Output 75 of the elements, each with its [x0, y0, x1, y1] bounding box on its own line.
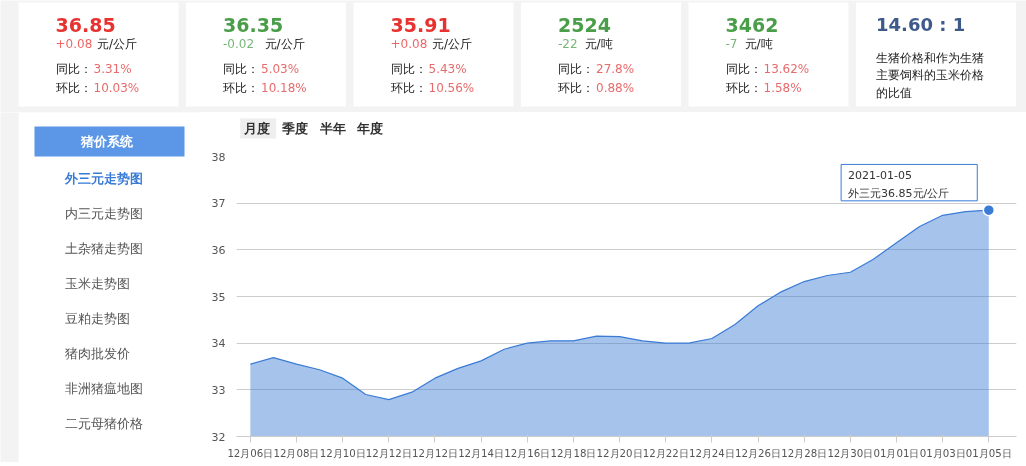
text: 猪价系统	[79, 134, 134, 149]
text: 同比：	[55, 61, 92, 76]
text: 10.56%	[428, 80, 475, 95]
text: 14.60 : 1	[876, 14, 966, 35]
text: 土杂猪走势图	[64, 241, 143, 256]
x-tick-label: 12月22日	[642, 447, 689, 459]
text: +0.08	[55, 37, 93, 51]
y-tick-label: 32	[211, 430, 226, 444]
text: 2524	[558, 13, 611, 36]
text: 月度	[243, 121, 271, 136]
y-tick-label: 34	[211, 337, 226, 351]
text: 10.03%	[93, 80, 140, 95]
x-tick-label: 01月05日	[965, 447, 1012, 459]
x-tick-label: 12月16日	[504, 447, 551, 459]
text: -22	[558, 37, 578, 51]
text: 27.8%	[596, 61, 635, 76]
text: 5.03%	[261, 61, 300, 76]
x-tick-label: 12月12日	[365, 447, 412, 459]
text: 环比：	[223, 80, 259, 95]
text: 13.62%	[763, 61, 810, 76]
text: 1.58%	[763, 80, 802, 95]
x-tick-label: 12月14日	[458, 447, 505, 459]
x-tick-label: 12月08日	[273, 447, 320, 459]
text: -0.02	[223, 37, 255, 51]
x-tick-label: 12月20日	[596, 447, 643, 459]
text: 同比：	[223, 61, 259, 76]
text: 环比：	[390, 80, 427, 95]
text: +0.08	[390, 37, 428, 51]
x-tick-label: 12月10日	[319, 447, 366, 459]
text: 内三元走势图	[64, 206, 143, 221]
y-tick-label: 38	[211, 150, 226, 164]
text: 年度	[356, 121, 384, 136]
annotation: 2021-01-05 外三元36.85元/公斤	[848, 169, 950, 200]
text: 环比：	[55, 80, 92, 95]
text: 生猪价格和作为生猪主要饲料的玉米价格的比值	[876, 50, 984, 100]
text: 豆粕走势图	[64, 311, 130, 326]
text: 外三元走势图	[63, 171, 143, 186]
text: 元/吨	[584, 36, 613, 51]
text: 二元母猪价格	[64, 416, 143, 431]
x-tick-label: 01月03日	[919, 447, 966, 459]
text: 元/吨	[744, 36, 773, 51]
text: 36.35	[223, 13, 284, 36]
x-tick-label: 12月06日	[227, 447, 274, 459]
text: 5.43%	[428, 61, 467, 76]
text: 同比：	[390, 61, 427, 76]
x-tick-label: 12月26日	[735, 447, 782, 459]
text: 元/公斤	[97, 36, 138, 51]
text: 非洲猪瘟地图	[64, 381, 143, 396]
text: 0.88%	[596, 80, 635, 95]
text: 猪肉批发价	[64, 346, 130, 361]
text: 3462	[725, 13, 779, 36]
text: 环比：	[725, 80, 762, 95]
text: 半年	[318, 121, 346, 136]
x-tick-label: 01月01日	[873, 447, 920, 459]
text: 元/公斤	[432, 36, 473, 51]
text: 同比：	[725, 61, 762, 76]
y-tick-label: 33	[211, 383, 226, 397]
text: 季度	[280, 121, 308, 136]
x-tick-label: 12月24日	[688, 447, 735, 459]
text: -7	[725, 37, 738, 51]
text: 同比：	[558, 61, 594, 76]
text: 环比：	[558, 80, 594, 95]
x-tick-label: 12月12日	[412, 447, 458, 459]
y-tick-label: 35	[211, 290, 226, 304]
text: 玉米走势图	[64, 276, 130, 291]
text: 3.31%	[93, 61, 132, 76]
x-tick-label: 12月28日	[781, 447, 828, 459]
text: 10.18%	[261, 80, 307, 95]
text: 36.85	[55, 13, 116, 36]
x-tick-label: 12月18日	[550, 447, 597, 459]
x-tick-label: 12月30日	[827, 447, 874, 459]
text: 元/公斤	[264, 36, 305, 51]
y-tick-label: 37	[211, 197, 226, 211]
y-tick-label: 36	[211, 243, 226, 257]
text: 35.91	[390, 13, 451, 36]
